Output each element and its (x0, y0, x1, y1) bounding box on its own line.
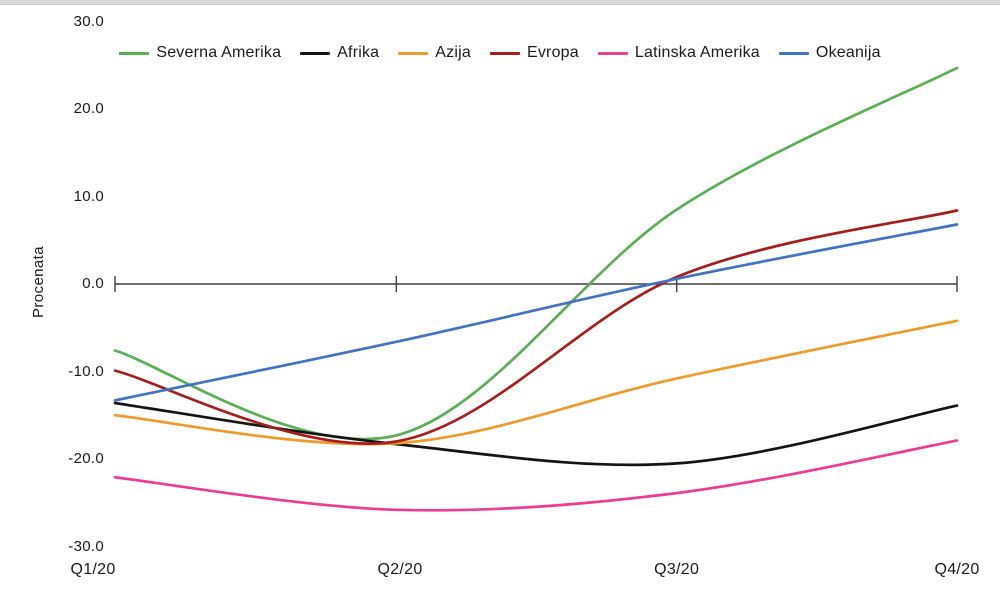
legend-label: Severna Amerika (156, 44, 282, 61)
x-tick-label: Q4/20 (934, 561, 980, 578)
legend-label: Azija (435, 44, 471, 61)
legend-label: Evropa (526, 44, 579, 61)
chart-legend: Severna Amerika Afrika Azija Evropa Latinska… (0, 44, 1000, 62)
x-tick-label: Q3/20 (654, 561, 700, 578)
y-tick-label: -20.0 (68, 450, 104, 467)
legend-item-evropa: Evropa (489, 44, 579, 62)
series-line-azija (113, 319, 959, 446)
legend-swatch-severna-amerika (119, 51, 150, 55)
y-tick-label: 10.0 (73, 187, 104, 205)
y-tick-label: 20.0 (73, 100, 104, 117)
series-line-severna-amerika (113, 66, 959, 441)
legend-item-afrika: Afrika (300, 44, 379, 62)
series-line-evropa (113, 209, 959, 445)
legend-label: Afrika (337, 44, 380, 61)
legend-swatch-latinska-amerika (597, 51, 628, 55)
legend-swatch-azija (398, 51, 429, 55)
x-tick-label: Q1/20 (70, 561, 116, 578)
legend-swatch-okeanija (778, 51, 809, 55)
legend-item-severna-amerika: Severna Amerika (119, 44, 281, 62)
series-line-okeanija (113, 223, 959, 402)
legend-item-latinska-amerika: Latinska Amerika (597, 44, 760, 62)
y-tick-label: 30.0 (73, 12, 104, 30)
legend-label: Latinska Amerika (634, 44, 760, 61)
y-tick-label: -10.0 (68, 362, 104, 380)
legend-swatch-afrika (300, 51, 331, 55)
window-top-strip (0, 0, 1000, 5)
legend-item-azija: Azija (398, 44, 471, 62)
y-tick-label: 0.0 (82, 275, 104, 292)
legend-label: Okeanija (815, 44, 881, 61)
series-line-afrika (113, 401, 959, 467)
series-line-latinska-amerika (113, 439, 959, 512)
x-tick-label: Q2/20 (377, 561, 423, 578)
legend-swatch-evropa (489, 51, 520, 55)
legend-item-okeanija: Okeanija (778, 44, 881, 62)
y-tick-label: -30.0 (68, 537, 104, 555)
